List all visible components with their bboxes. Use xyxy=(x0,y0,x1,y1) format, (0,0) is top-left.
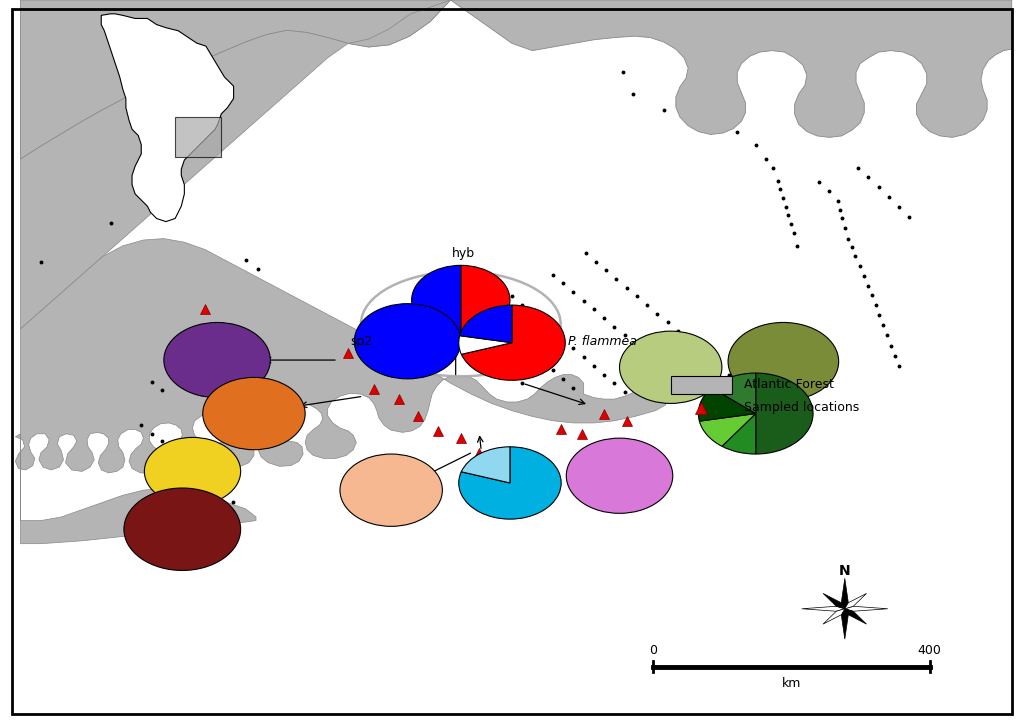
Text: Atlantic Forest: Atlantic Forest xyxy=(744,379,835,391)
Polygon shape xyxy=(20,0,451,329)
FancyBboxPatch shape xyxy=(175,117,221,157)
Wedge shape xyxy=(124,488,241,570)
Polygon shape xyxy=(823,594,845,609)
Wedge shape xyxy=(460,305,512,343)
Wedge shape xyxy=(566,438,673,513)
Text: sp2: sp2 xyxy=(350,335,373,348)
Wedge shape xyxy=(462,305,565,380)
Polygon shape xyxy=(845,594,866,609)
Polygon shape xyxy=(20,0,451,159)
Polygon shape xyxy=(502,262,546,284)
Wedge shape xyxy=(164,322,270,398)
Wedge shape xyxy=(340,454,442,526)
Wedge shape xyxy=(412,265,461,335)
Wedge shape xyxy=(461,265,510,335)
Text: P. flammea: P. flammea xyxy=(568,335,637,348)
Wedge shape xyxy=(712,373,756,414)
Text: 400: 400 xyxy=(918,643,942,656)
Wedge shape xyxy=(699,414,756,446)
Wedge shape xyxy=(203,377,305,450)
Wedge shape xyxy=(461,447,510,483)
Text: hyb: hyb xyxy=(453,247,475,260)
Text: N: N xyxy=(839,564,851,578)
FancyBboxPatch shape xyxy=(671,376,732,394)
Wedge shape xyxy=(459,447,561,519)
Polygon shape xyxy=(842,578,848,609)
Polygon shape xyxy=(842,609,848,639)
Text: km: km xyxy=(782,677,801,690)
Wedge shape xyxy=(756,373,813,454)
Polygon shape xyxy=(456,234,497,260)
Wedge shape xyxy=(620,331,722,403)
Polygon shape xyxy=(101,14,233,221)
Ellipse shape xyxy=(361,271,561,376)
Wedge shape xyxy=(459,335,512,354)
Wedge shape xyxy=(722,414,756,454)
Polygon shape xyxy=(845,607,888,611)
Polygon shape xyxy=(823,609,845,624)
Polygon shape xyxy=(845,609,866,624)
Text: 0: 0 xyxy=(649,643,657,656)
Polygon shape xyxy=(20,434,256,544)
Wedge shape xyxy=(698,388,756,421)
Polygon shape xyxy=(802,607,845,611)
Polygon shape xyxy=(15,239,666,474)
Polygon shape xyxy=(573,210,633,240)
Wedge shape xyxy=(728,322,839,401)
Text: Sampled locations: Sampled locations xyxy=(744,401,860,414)
Wedge shape xyxy=(354,304,461,379)
Polygon shape xyxy=(451,0,1012,137)
Wedge shape xyxy=(144,437,241,505)
